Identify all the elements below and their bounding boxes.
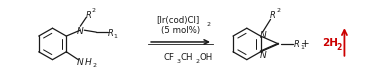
Text: $\it{R}$: $\it{R}$	[269, 9, 276, 20]
Text: (5 mol%): (5 mol%)	[161, 26, 200, 35]
Text: 2: 2	[337, 43, 342, 52]
Text: 2: 2	[91, 8, 95, 13]
Text: 2: 2	[206, 22, 211, 27]
Text: $\it{N}$: $\it{N}$	[76, 25, 85, 36]
Text: $\it{N}$: $\it{N}$	[259, 49, 268, 60]
Text: $\it{R}$: $\it{R}$	[293, 38, 300, 49]
Text: $\it{N}$: $\it{N}$	[259, 29, 268, 40]
Text: $\it{R}$: $\it{R}$	[107, 27, 114, 38]
Text: 2: 2	[92, 63, 96, 68]
Text: $\it{H}$: $\it{H}$	[84, 56, 93, 67]
Text: 3: 3	[177, 59, 181, 64]
Text: 2H: 2H	[322, 38, 339, 48]
Text: OH: OH	[200, 53, 213, 62]
Text: 2: 2	[277, 8, 280, 13]
Text: [Ir(cod)Cl]: [Ir(cod)Cl]	[156, 16, 199, 25]
Text: 1: 1	[113, 34, 117, 39]
Text: CH: CH	[180, 53, 193, 62]
Text: 2: 2	[195, 59, 200, 64]
Text: $\it{N}$: $\it{N}$	[76, 56, 85, 67]
Text: $\it{R}$: $\it{R}$	[85, 9, 92, 20]
Text: +: +	[301, 39, 310, 49]
Text: CF: CF	[163, 53, 174, 62]
Text: 1: 1	[301, 45, 304, 50]
